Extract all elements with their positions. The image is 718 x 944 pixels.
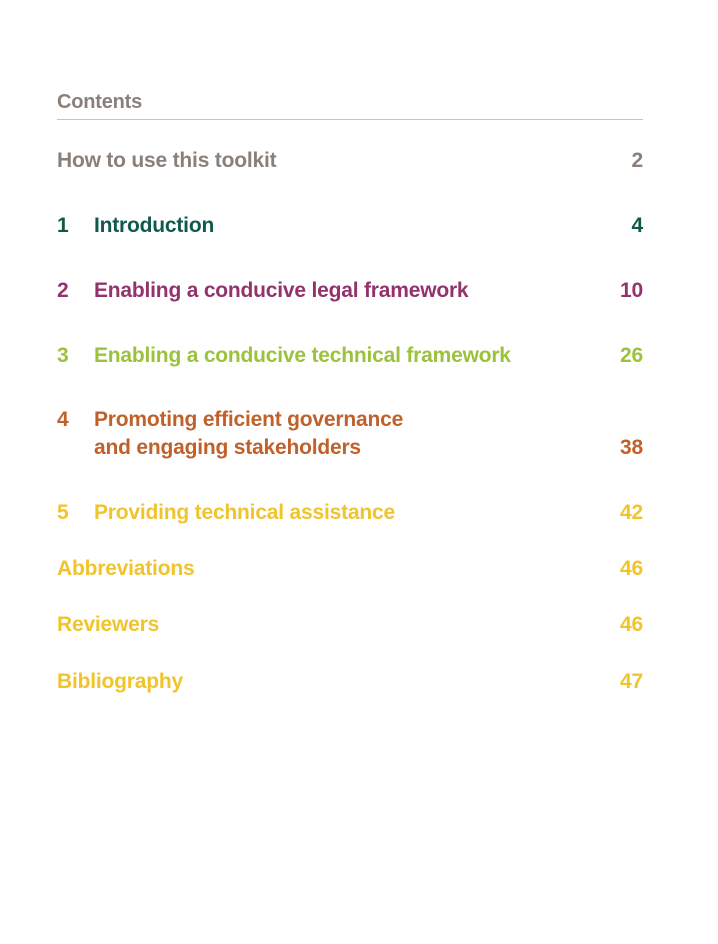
toc-entry-page: 42 <box>620 501 643 524</box>
toc-entry-page: 2 <box>631 149 644 172</box>
toc-entry-technical-framework[interactable]: 3 Enabling a conducive technical framewo… <box>57 342 643 370</box>
toc-entry-title-line-2: and engaging stakeholders <box>94 436 361 459</box>
toc-entry-page: 10 <box>620 279 643 302</box>
toc-entry-page: 38 <box>620 436 643 459</box>
contents-heading: Contents <box>57 91 143 113</box>
toc-entry-legal-framework[interactable]: 2 Enabling a conducive legal framework 1… <box>57 277 643 305</box>
toc-entry-page: 4 <box>631 214 644 237</box>
toc-entry-number: 4 <box>57 408 69 431</box>
toc-entry-reviewers[interactable]: Reviewers 46 <box>57 611 643 639</box>
toc-entry-title: Bibliography <box>57 670 183 693</box>
toc-entry-title: Abbreviations <box>57 557 195 580</box>
toc-entry-title: How to use this toolkit <box>57 149 277 172</box>
toc-entry-title: Providing technical assistance <box>94 501 395 524</box>
toc-entry-title: Introduction <box>94 214 215 237</box>
toc-entry-title: Enabling a conducive legal framework <box>94 279 469 302</box>
toc-entry-how-to-use[interactable]: How to use this toolkit 2 <box>57 147 643 175</box>
toc-entry-number: 2 <box>57 279 69 302</box>
toc-entry-page: 26 <box>620 344 643 367</box>
contents-divider <box>57 119 643 120</box>
toc-entry-number: 1 <box>57 214 69 237</box>
toc-entry-introduction[interactable]: 1 Introduction 4 <box>57 212 643 240</box>
toc-entry-number: 3 <box>57 344 69 367</box>
toc-entry-title: Enabling a conducive technical framework <box>94 344 511 367</box>
toc-entry-title-line-1: Promoting efficient governance <box>94 408 404 431</box>
toc-entry-bibliography[interactable]: Bibliography 47 <box>57 668 643 696</box>
toc-entry-number: 5 <box>57 501 69 524</box>
toc-entry-page: 47 <box>620 670 643 693</box>
toc-entry-technical-assistance[interactable]: 5 Providing technical assistance 42 <box>57 499 643 527</box>
toc-entry-page: 46 <box>620 557 643 580</box>
toc-entry-page: 46 <box>620 613 643 636</box>
toc-entry-title: Reviewers <box>57 613 160 636</box>
toc-entry-governance[interactable]: 4 Promoting efficient governance and eng… <box>57 406 643 462</box>
toc-entry-abbreviations[interactable]: Abbreviations 46 <box>57 555 643 583</box>
